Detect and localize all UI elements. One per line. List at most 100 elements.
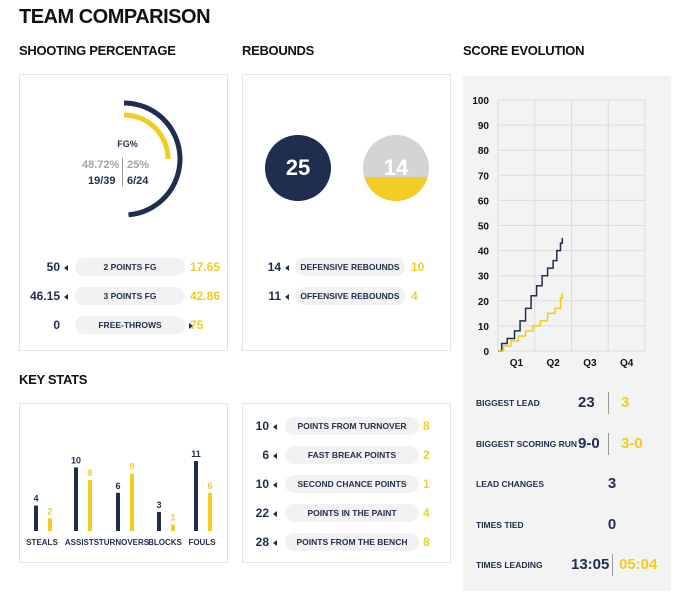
y-tick-label: 100 (472, 96, 489, 107)
arrow-right-icon (189, 323, 193, 329)
score-stat-right: 3 (621, 394, 630, 411)
score-stat-left: 0 (607, 515, 617, 533)
x-tick-label: Q2 (546, 358, 560, 369)
rebounds-panel: 25 14 14 DEFENSIVE REBOUNDS 10 11 OFFENSIVE … (242, 74, 451, 351)
row-label: POINTS FROM THE BENCH (285, 533, 419, 551)
bar-value-label: 2 (47, 506, 52, 516)
key-stats-panel: 4 2 STEALS 10 8 ASSISTS 6 9 TURNOVERS 3 1 BLOCKS 11 6… (19, 403, 228, 563)
y-tick-label: 90 (478, 121, 490, 132)
score-stat-divider (608, 392, 609, 414)
score-stat-left: 23 (578, 394, 595, 411)
team1-score-line (498, 238, 564, 352)
score-stat-label: TIMES LEADING (476, 560, 543, 570)
arrow-left-icon (273, 424, 277, 430)
bar-fouls-team1 (194, 461, 198, 531)
misc-stats-panel: 10 POINTS FROM TURNOVER 8 6 FAST BREAK POINT… (242, 403, 451, 563)
row-right-value: 10 (411, 260, 425, 274)
arrow-left-icon (64, 265, 68, 271)
bar-value-label: 1 (170, 513, 175, 523)
shooting-heading: SHOOTING PERCENTAGE (19, 43, 176, 58)
rebounds-heading: REBOUNDS (242, 43, 314, 58)
fg-divider (122, 158, 123, 186)
row-left-value: 46.15 (30, 289, 61, 303)
team2-score-line (498, 293, 564, 352)
team2-rebounds-total: 14 (383, 155, 409, 180)
bar-blocks-team1 (157, 511, 161, 531)
score-evolution-panel: 0 10 20 30 40 50 60 70 80 90 100 Q1 Q2 Q3 Q4 BIGGEST L… (463, 76, 671, 591)
row-left-value: 6 (262, 448, 269, 462)
page-title: TEAM COMPARISON (19, 6, 211, 28)
bar-steals-team1 (34, 505, 38, 531)
row-right-value: 17.65 (190, 260, 221, 274)
arrow-left-icon (273, 540, 277, 546)
row-label: 2 POINTS FG (75, 258, 185, 276)
arrow-left-icon (273, 482, 277, 488)
y-tick-label: 0 (483, 347, 489, 358)
bar-category-label: TURNOVERS (99, 538, 150, 547)
team1-fg-pct: 48.72% (82, 159, 120, 171)
bar-value-label: 11 (191, 449, 201, 459)
bar-assists-team2 (88, 480, 92, 531)
bar-value-label: 6 (115, 481, 120, 491)
shooting-panel: FG% 48.72% 25% 19/39 6/24 50 2 POINTS FG 1… (19, 74, 228, 351)
y-tick-label: 60 (478, 196, 490, 207)
bar-turnovers-team2 (130, 473, 134, 531)
arrow-left-icon (273, 511, 277, 517)
row-left-value: 10 (255, 477, 269, 491)
team1-rebounds-total: 25 (285, 155, 311, 180)
row-left-value: 14 (267, 260, 281, 274)
row-label: FAST BREAK POINTS (285, 446, 419, 464)
arrow-left-icon (285, 294, 289, 300)
bar-turnovers-team1 (116, 492, 120, 531)
fg-ring (123, 100, 183, 218)
score-stat-left: 13:05 (571, 556, 610, 573)
bar-value-label: 3 (156, 500, 161, 510)
score-stat-left: 9-0 (578, 434, 600, 452)
bar-category-label: ASSISTS (65, 538, 100, 547)
bar-category-label: BLOCKS (148, 538, 182, 547)
bar-value-label: 6 (207, 481, 212, 491)
score-line-chart: 0 10 20 30 40 50 60 70 80 90 100 Q1 Q2 Q3 Q4 (472, 96, 646, 369)
x-tick-label: Q3 (583, 358, 597, 369)
x-tick-label: Q4 (620, 358, 634, 369)
y-tick-label: 30 (478, 272, 490, 283)
bar-value-label: 10 (71, 455, 81, 465)
team2-fg-pct: 25% (127, 159, 150, 171)
score-stat-right: 3-0 (621, 434, 643, 452)
team2-rebounds-circle (363, 135, 429, 201)
team1-fg-made: 19/39 (88, 175, 116, 187)
score-stat-divider (612, 554, 613, 576)
bar-category-label: STEALS (26, 538, 58, 547)
row-right-value: 42.86 (190, 289, 221, 303)
bar-value-label: 9 (129, 462, 134, 472)
key-stats-heading: KEY STATS (19, 372, 88, 387)
y-tick-label: 40 (478, 247, 490, 258)
bar-fouls-team2 (208, 492, 212, 531)
team1-rebounds-circle (265, 135, 331, 201)
key-stats-bar-chart: 42STEALS108ASSISTS69TURNOVERS31BLOCKS116… (26, 449, 216, 547)
score-stat-left: 3 (607, 475, 617, 492)
bar-blocks-team2 (171, 524, 175, 531)
row-right-value: 1 (423, 477, 430, 491)
team1-fg-arc (123, 100, 183, 218)
row-label: SECOND CHANCE POINTS (285, 475, 419, 493)
y-tick-label: 10 (478, 322, 490, 333)
score-stat-divider (608, 432, 609, 455)
row-right-value: 4 (423, 506, 430, 520)
bar-steals-team2 (48, 518, 52, 531)
row-right-value: 2 (423, 448, 430, 462)
row-left-value: 50 (46, 260, 60, 274)
row-left-value: 0 (53, 318, 60, 332)
row-label: OFFENSIVE REBOUNDS (295, 287, 405, 305)
x-tick-label: Q1 (510, 358, 524, 369)
y-tick-label: 70 (478, 171, 490, 182)
bar-assists-team1 (74, 467, 78, 531)
row-label: POINTS FROM TURNOVER (285, 417, 419, 435)
y-tick-label: 50 (478, 222, 490, 233)
score-stat-label: BIGGEST LEAD (476, 398, 540, 408)
score-stat-label: BIGGEST SCORING RUN (476, 438, 578, 449)
row-left-value: 22 (255, 506, 269, 520)
row-right-value: 75 (190, 318, 204, 332)
row-right-value: 4 (411, 289, 418, 303)
fg-label: FG% (117, 139, 138, 149)
